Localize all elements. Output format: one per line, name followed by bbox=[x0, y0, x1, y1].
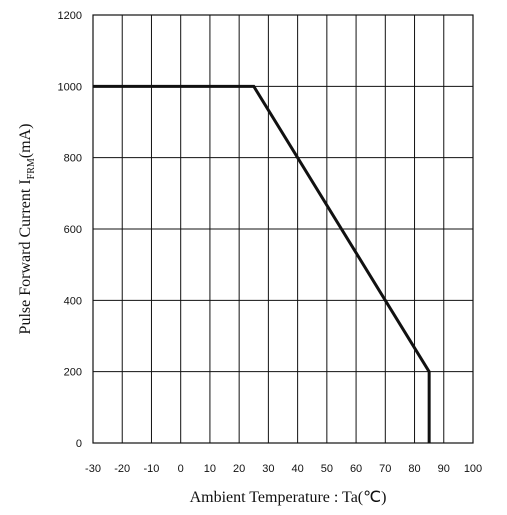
x-tick-label: 20 bbox=[233, 463, 245, 475]
horizontal-grid-lines bbox=[93, 14, 473, 444]
x-tick-label: -20 bbox=[114, 463, 130, 475]
x-tick-label: 90 bbox=[438, 463, 450, 475]
x-tick-label: 60 bbox=[350, 463, 362, 475]
y-tick-label: 400 bbox=[64, 295, 82, 307]
x-tick-label: 10 bbox=[204, 463, 216, 475]
x-tick-label: 100 bbox=[464, 463, 482, 475]
y-axis-title-suffix: (mA) bbox=[17, 124, 34, 159]
x-tick-label: 40 bbox=[291, 463, 303, 475]
y-tick-label: 600 bbox=[64, 224, 82, 236]
x-tick-label: 80 bbox=[408, 463, 420, 475]
series-line bbox=[93, 84, 431, 443]
y-tick-label: 1200 bbox=[58, 10, 82, 22]
x-tick-label: 0 bbox=[178, 463, 184, 475]
x-tick-label: -10 bbox=[144, 463, 160, 475]
plot-frame bbox=[92, 14, 474, 444]
y-tick-label: 1000 bbox=[58, 81, 82, 93]
x-tick-label: -30 bbox=[85, 463, 101, 475]
y-tick-label: 800 bbox=[64, 153, 82, 165]
series-layer bbox=[93, 84, 431, 443]
x-tick-label: 70 bbox=[379, 463, 391, 475]
x-axis-title: Ambient Temperature : Ta(℃) bbox=[190, 489, 387, 506]
x-tick-label: 50 bbox=[321, 463, 333, 475]
x-tick-label: 30 bbox=[262, 463, 274, 475]
x-tick-labels: -30 -20 -10 0 10 20 30 40 50 60 70 80 90 100 bbox=[85, 463, 482, 475]
y-tick-label: 0 bbox=[76, 438, 82, 450]
y-axis-title-subscript: FRM bbox=[26, 158, 37, 179]
y-axis-title-prefix: Pulse Forward Current I bbox=[17, 179, 34, 334]
y-tick-label: 200 bbox=[64, 367, 82, 379]
y-axis-title: Pulse Forward Current IFRM(mA) bbox=[17, 124, 37, 335]
y-tick-labels: 0 200 400 600 800 1000 1200 bbox=[58, 10, 82, 450]
